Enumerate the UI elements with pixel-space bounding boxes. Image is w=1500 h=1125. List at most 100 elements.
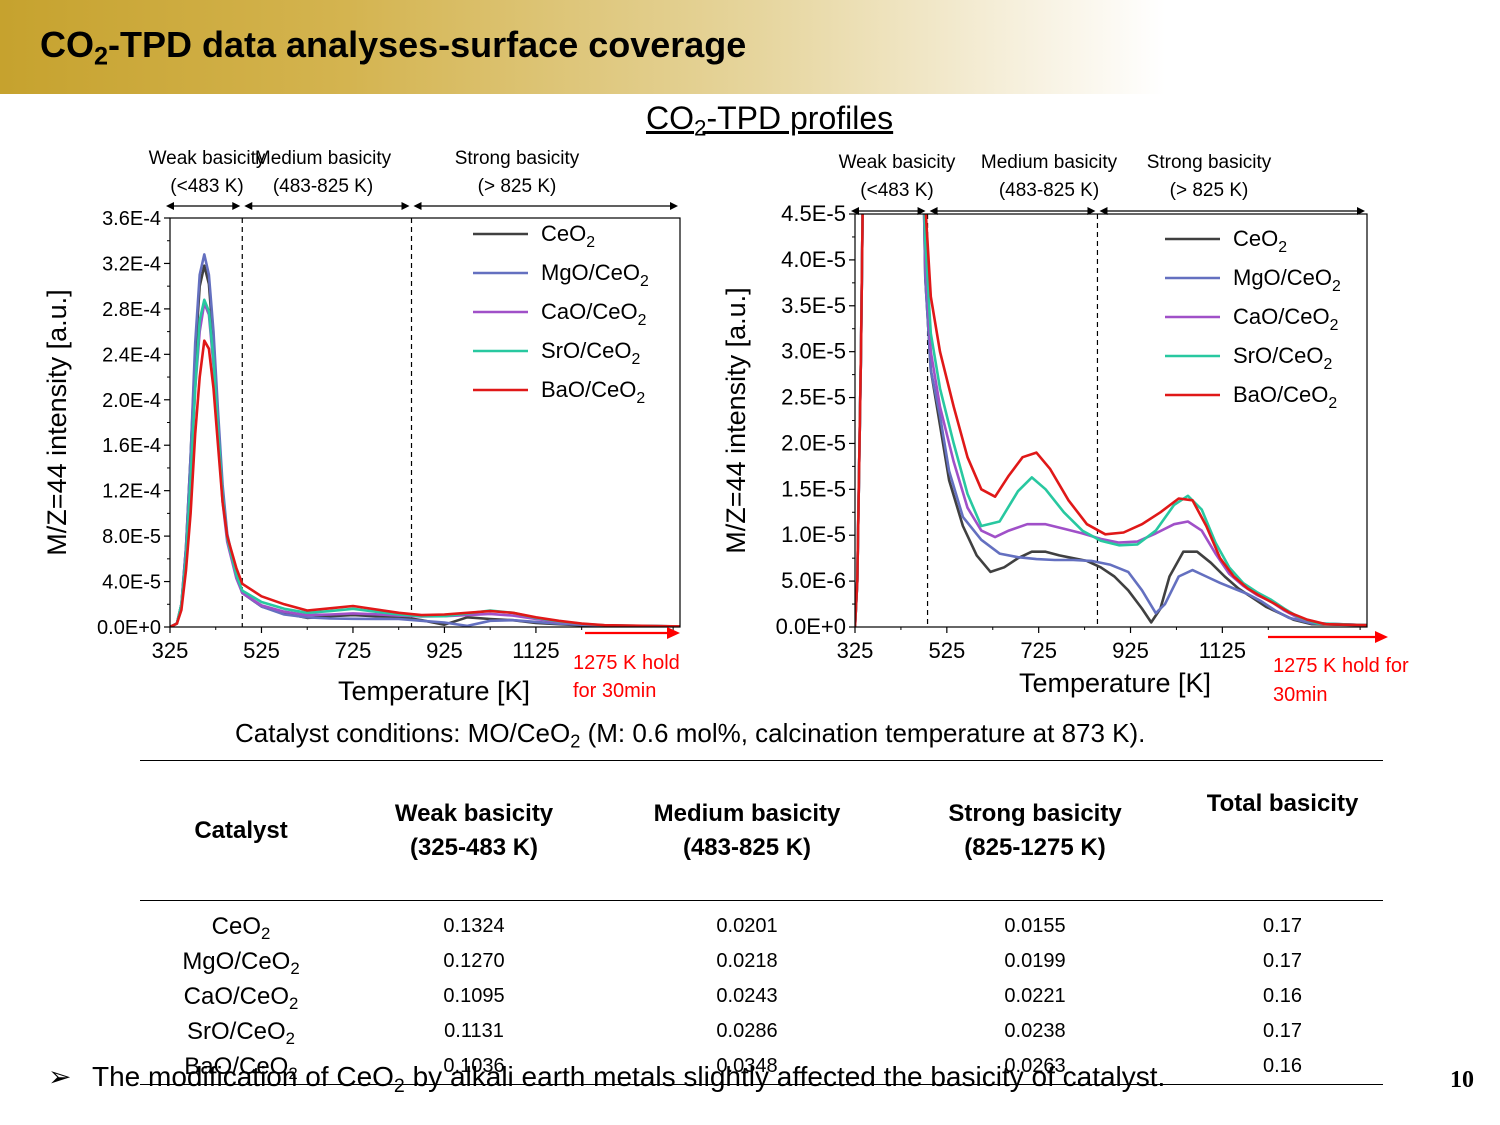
x-tick-label: 725 [335, 638, 372, 663]
cell-total: 0.16 [1182, 1049, 1383, 1085]
cell-total: 0.17 [1263, 1020, 1302, 1042]
header-catalyst-label: Catalyst [194, 816, 288, 844]
series-line-bao-ceo2 [170, 339, 680, 627]
legend-label: SrO/CeO2 [541, 338, 640, 368]
header-medium-label: Medium basicity [653, 799, 841, 827]
x-tick-label: 725 [1020, 638, 1057, 663]
series-group [855, 214, 1367, 627]
region-range: (<483 K) [860, 180, 933, 201]
x-tick-label: 525 [243, 638, 280, 663]
hold-label-line1: 1275 K hold for [1273, 655, 1409, 677]
slide-title: CO2-TPD data analyses-surface coverage [40, 24, 747, 71]
header-strong-label: Strong basicity [948, 799, 1122, 827]
legend-label: MgO/CeO2 [1233, 265, 1341, 295]
hold-arrow-head [667, 627, 680, 639]
header-catalyst: Catalyst [140, 760, 342, 901]
legend-label: MgO/CeO2 [541, 260, 649, 290]
y-tick-label: 2.5E-5 [781, 385, 846, 410]
x-tick-label: 325 [152, 638, 189, 663]
y-tick-label: 3.5E-5 [781, 293, 846, 318]
cell-catalyst: CeO2 [211, 912, 271, 943]
header-weak: Weak basicity (325-483 K) [342, 760, 606, 901]
figure-subtitle: CO2-TPD profiles [646, 100, 894, 141]
cell-total: 0.16 [1263, 985, 1302, 1007]
y-tick-label: 8.0E-5 [102, 526, 161, 548]
cell-medium: 0.0243 [716, 985, 778, 1007]
y-tick-label: 4.5E-5 [781, 201, 846, 226]
series-line-mgo-ceo2 [170, 253, 680, 627]
y-tick-label: 3.2E-4 [102, 253, 161, 275]
cell-strong: 0.0221 [1004, 985, 1066, 1007]
table-row: CaO/CeO2 0.1095 0.0243 0.0221 0.16 [140, 979, 1383, 1014]
cell-weak: 0.1324 [443, 915, 505, 937]
y-tick-label: 1.0E-5 [781, 522, 846, 547]
y-axis-label: M/Z=44 intensity [a.u.] [721, 287, 751, 553]
y-tick-label: 1.6E-4 [102, 435, 161, 457]
cell-medium: 0.0218 [716, 950, 778, 972]
region-arrowhead-left [244, 202, 253, 210]
region-arrowhead-left [851, 207, 859, 215]
page-number: 10 [1450, 1067, 1474, 1093]
y-tick-label: 2.0E-4 [102, 390, 161, 412]
catalyst-conditions: Catalyst conditions: MO/CeO2 (M: 0.6 mol… [235, 718, 1146, 752]
legend-label: CaO/CeO2 [541, 299, 646, 329]
x-tick-label: 525 [928, 638, 965, 663]
y-tick-label: 4.0E-5 [781, 247, 846, 272]
x-tick-label: 1125 [512, 638, 559, 663]
cell-weak: 0.1131 [444, 1020, 504, 1042]
legend-label: CeO2 [541, 221, 595, 251]
y-tick-label: 1.5E-5 [781, 476, 846, 501]
cell-strong: 0.0199 [1004, 950, 1066, 972]
y-tick-label: 0.0E+0 [776, 614, 846, 639]
x-axis-label: Temperature [K] [1019, 668, 1211, 698]
legend-label: SrO/CeO2 [1233, 343, 1332, 373]
region-range: (> 825 K) [1170, 180, 1249, 201]
y-tick-label: 2.4E-4 [102, 344, 161, 366]
region-arrowhead-right [401, 202, 410, 210]
header-weak-label: Weak basicity [394, 799, 554, 827]
hold-label-line2: 30min [1273, 684, 1327, 706]
x-axis-label: Temperature [K] [338, 676, 530, 706]
cell-catalyst: MgO/CeO2 [182, 947, 300, 978]
cell-catalyst: BaO/CeO2 [140, 1049, 342, 1085]
region-arrowhead-left [413, 202, 422, 210]
cell-weak: 0.1036 [342, 1049, 606, 1085]
region-label: Strong basicity [455, 148, 580, 169]
x-tick-label: 1125 [1199, 638, 1246, 663]
legend-label: CaO/CeO2 [1233, 304, 1338, 334]
cell-strong: 0.0263 [888, 1049, 1182, 1085]
cell-medium: 0.0201 [716, 915, 778, 937]
cell-weak: 0.1095 [443, 985, 505, 1007]
cell-catalyst: CaO/CeO2 [183, 982, 299, 1013]
hold-label-line2: for 30min [573, 680, 656, 702]
x-tick-label: 325 [837, 638, 874, 663]
table-row: BaO/CeO2 0.1036 0.0348 0.0263 0.16 [140, 1049, 1383, 1085]
cell-strong: 0.0238 [1004, 1020, 1066, 1042]
y-tick-label: 1.2E-4 [102, 481, 161, 503]
legend-label: CeO2 [1233, 226, 1287, 256]
hold-label-line1: 1275 K hold [573, 652, 680, 674]
y-tick-label: 0.0E+0 [97, 617, 161, 639]
cell-weak: 0.1270 [443, 950, 505, 972]
series-line-bao-ceo2 [855, 214, 1367, 627]
cell-total: 0.17 [1263, 915, 1302, 937]
y-tick-label: 2.0E-5 [781, 430, 846, 455]
header-medium: Medium basicity (483-825 K) [606, 760, 888, 901]
y-tick-label: 5.0E-6 [781, 568, 846, 593]
region-label: Weak basicity [839, 152, 956, 173]
x-tick-label: 925 [1112, 638, 1149, 663]
cell-total: 0.17 [1263, 950, 1302, 972]
cell-medium: 0.0348 [606, 1049, 888, 1085]
series-group [170, 253, 680, 627]
table-row: MgO/CeO2 0.1270 0.0218 0.0199 0.17 [140, 944, 1383, 979]
region-label: Strong basicity [1147, 152, 1272, 173]
table-row: CeO2 0.1324 0.0201 0.0155 0.17 [140, 909, 1383, 944]
region-arrowhead-right [917, 207, 926, 215]
region-range: (> 825 K) [478, 176, 557, 197]
region-range: (483-825 K) [999, 180, 1099, 201]
header-medium-range: (483-825 K) [682, 833, 812, 861]
series-line-sro-ceo2 [855, 214, 1367, 627]
x-tick-label: 925 [426, 638, 463, 663]
region-arrowhead-left [166, 202, 174, 210]
